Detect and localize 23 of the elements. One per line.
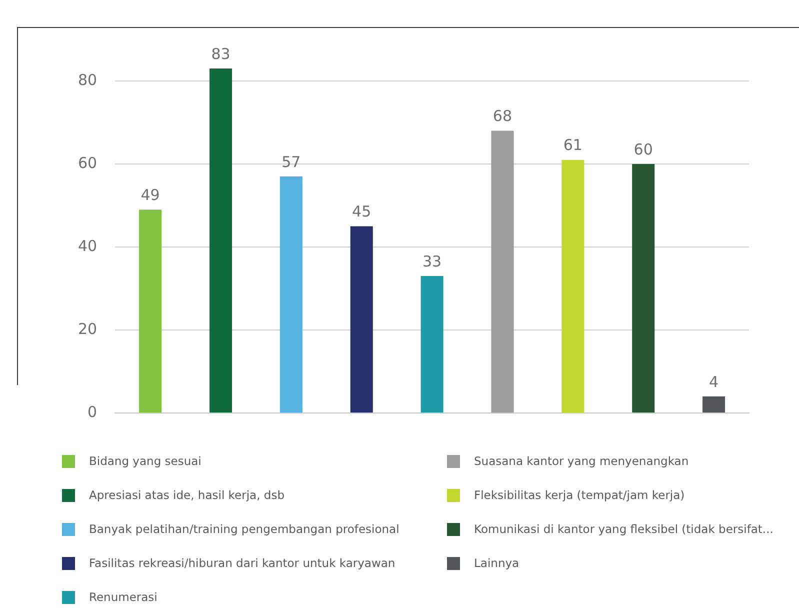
- legend-label: Bidang yang sesuai: [89, 454, 202, 468]
- data-label: 49: [140, 186, 160, 204]
- y-tick-label: 60: [78, 154, 98, 172]
- data-label: 61: [563, 136, 582, 154]
- y-tick-label: 0: [88, 402, 98, 421]
- y-tick-label: 80: [78, 70, 98, 89]
- legend-label: Fasilitas rekreasi/hiburan dari kantor untuk karyawan: [89, 556, 396, 570]
- legend-label: Fleksibilitas kerja (tempat/jam kerja): [474, 488, 685, 502]
- data-label: 83: [211, 44, 230, 63]
- legend-label: Komunikasi di kantor yang fleksibel (tidak bersifat...: [474, 522, 774, 536]
- y-tick-label: 20: [78, 320, 98, 338]
- legend-label: Renumerasi: [89, 590, 158, 604]
- data-label: 57: [282, 152, 301, 171]
- y-tick-label: 40: [78, 236, 98, 255]
- data-label: 4: [709, 372, 719, 391]
- legend-label: Lainnya: [474, 556, 520, 570]
- data-label: 60: [634, 140, 653, 158]
- legend-label: Apresiasi atas ide, hasil kerja, dsb: [89, 488, 284, 502]
- data-label: 68: [492, 107, 512, 126]
- legend-label: Banyak pelatihan/training pengembangan profesional: [89, 522, 400, 536]
- legend-label: Suasana kantor yang menyenangkan: [474, 454, 689, 468]
- data-label: 33: [422, 252, 442, 270]
- data-label: 45: [352, 202, 372, 221]
